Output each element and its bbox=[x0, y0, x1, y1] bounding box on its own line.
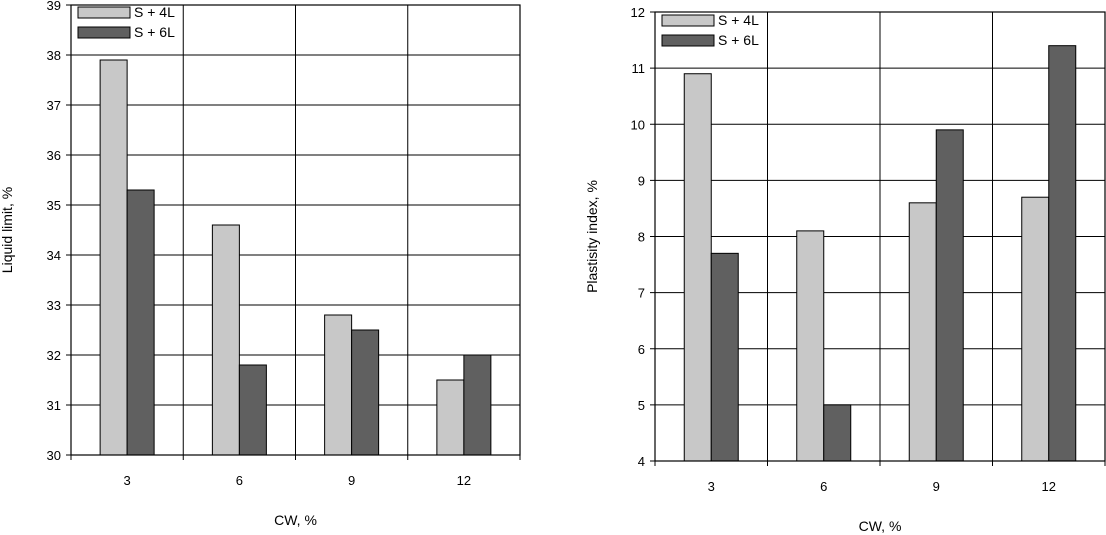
bar-s6l bbox=[1048, 45, 1077, 462]
y-axis-title: Liquid limit, % bbox=[0, 187, 15, 273]
y-tick-label: 37 bbox=[47, 98, 61, 113]
legend-swatch-s4l bbox=[661, 14, 715, 27]
x-tick-label: 3 bbox=[124, 473, 131, 488]
y-tick-label: 6 bbox=[638, 342, 645, 357]
y-tick-label: 11 bbox=[632, 61, 646, 76]
bar-s4l bbox=[796, 230, 825, 462]
y-tick-label: 38 bbox=[47, 48, 61, 63]
bar-s4l bbox=[324, 314, 353, 456]
x-tick-label: 12 bbox=[1042, 479, 1056, 494]
y-tick-label: 5 bbox=[638, 398, 645, 413]
bar-s6l bbox=[823, 404, 852, 462]
bar-s4l bbox=[436, 379, 465, 456]
y-tick-label: 8 bbox=[638, 230, 645, 245]
y-tick-label: 10 bbox=[631, 117, 645, 132]
bar-s6l bbox=[238, 364, 267, 456]
x-tick-label: 9 bbox=[933, 479, 940, 494]
x-tick-label: 12 bbox=[457, 473, 471, 488]
y-tick-label: 4 bbox=[638, 454, 645, 469]
y-tick-label: 9 bbox=[638, 173, 645, 188]
legend-label-s6l: S + 6L bbox=[718, 32, 759, 48]
y-tick-label: 39 bbox=[47, 0, 61, 13]
plasticity-index-chart: 4 5 6 7 8 9 10 11 12 3 6 9 12 CW, % Plastisity index, … bbox=[584, 5, 1106, 534]
bar-s4l bbox=[1021, 196, 1050, 462]
bar-s6l bbox=[935, 129, 964, 462]
x-tick-label: 6 bbox=[236, 473, 243, 488]
plot-area-border bbox=[70, 4, 521, 456]
y-tick-label: 12 bbox=[631, 5, 645, 20]
legend-swatch-s4l bbox=[77, 6, 131, 19]
bar-s4l bbox=[99, 59, 128, 456]
x-tick-label: 9 bbox=[348, 473, 355, 488]
y-tick-label: 33 bbox=[47, 298, 61, 313]
bar-s4l bbox=[908, 202, 937, 462]
bar-s6l bbox=[351, 329, 380, 456]
x-axis-title: CW, % bbox=[274, 512, 317, 528]
y-tick-label: 7 bbox=[638, 286, 645, 301]
legend-label-s4l: S + 4L bbox=[134, 4, 175, 20]
x-tick-label: 3 bbox=[708, 479, 715, 494]
y-tick-label: 34 bbox=[47, 248, 61, 263]
bar-s4l bbox=[683, 73, 712, 462]
y-tick-label: 32 bbox=[47, 348, 61, 363]
y-tick-label: 31 bbox=[47, 398, 61, 413]
plot-area-border bbox=[654, 11, 1106, 462]
x-axis-title: CW, % bbox=[859, 518, 902, 534]
bar-s6l bbox=[710, 252, 739, 462]
bar-s6l bbox=[463, 354, 492, 456]
y-tick-label: 35 bbox=[47, 198, 61, 213]
legend-swatch-s6l bbox=[661, 34, 715, 47]
x-tick-label: 6 bbox=[820, 479, 827, 494]
y-tick-label: 30 bbox=[47, 448, 61, 463]
legend-label-s6l: S + 6L bbox=[134, 24, 175, 40]
y-tick-label: 36 bbox=[47, 148, 61, 163]
bar-s4l bbox=[211, 224, 240, 456]
y-axis-title: Plastisity index, % bbox=[584, 180, 600, 293]
legend-swatch-s6l bbox=[77, 26, 131, 39]
legend-label-s4l: S + 4L bbox=[718, 12, 759, 28]
bar-s6l bbox=[126, 189, 155, 456]
